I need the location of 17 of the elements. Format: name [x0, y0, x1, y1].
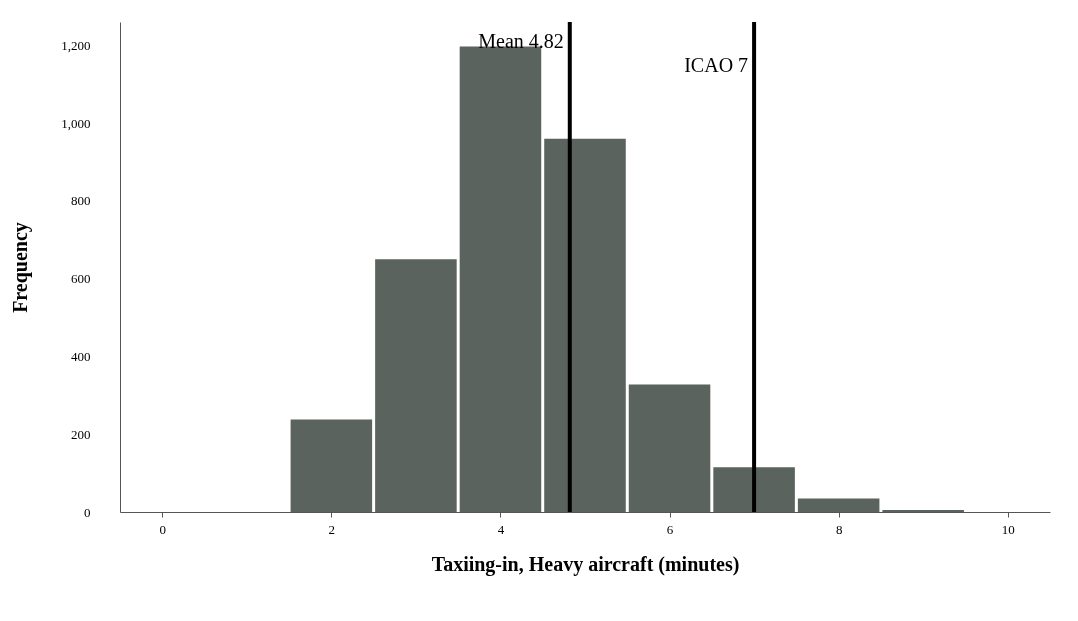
- x-axis-title: Taxiing-in, Heavy aircraft (minutes): [431, 552, 740, 576]
- y-tick-label: 1,200: [61, 37, 91, 53]
- x-tick-label: 0: [159, 521, 167, 537]
- x-tick-label: 10: [1001, 521, 1015, 537]
- y-tick-label: 1,000: [61, 115, 91, 131]
- y-tick-label: 0: [84, 504, 91, 520]
- ref-line-label: ICAO 7: [684, 54, 749, 76]
- x-tick-label: 6: [666, 521, 674, 537]
- x-tick-label: 8: [835, 521, 843, 537]
- ref-line-label: Mean 4.82: [478, 30, 564, 52]
- y-tick-label: 600: [71, 271, 91, 287]
- y-tick-label: 400: [71, 348, 91, 364]
- y-tick-label: 800: [71, 193, 91, 209]
- x-tick-label: 4: [497, 521, 505, 537]
- x-tick-label: 2: [328, 521, 336, 537]
- y-tick-label: 200: [71, 426, 91, 442]
- y-axis-title: Frequency: [9, 222, 33, 313]
